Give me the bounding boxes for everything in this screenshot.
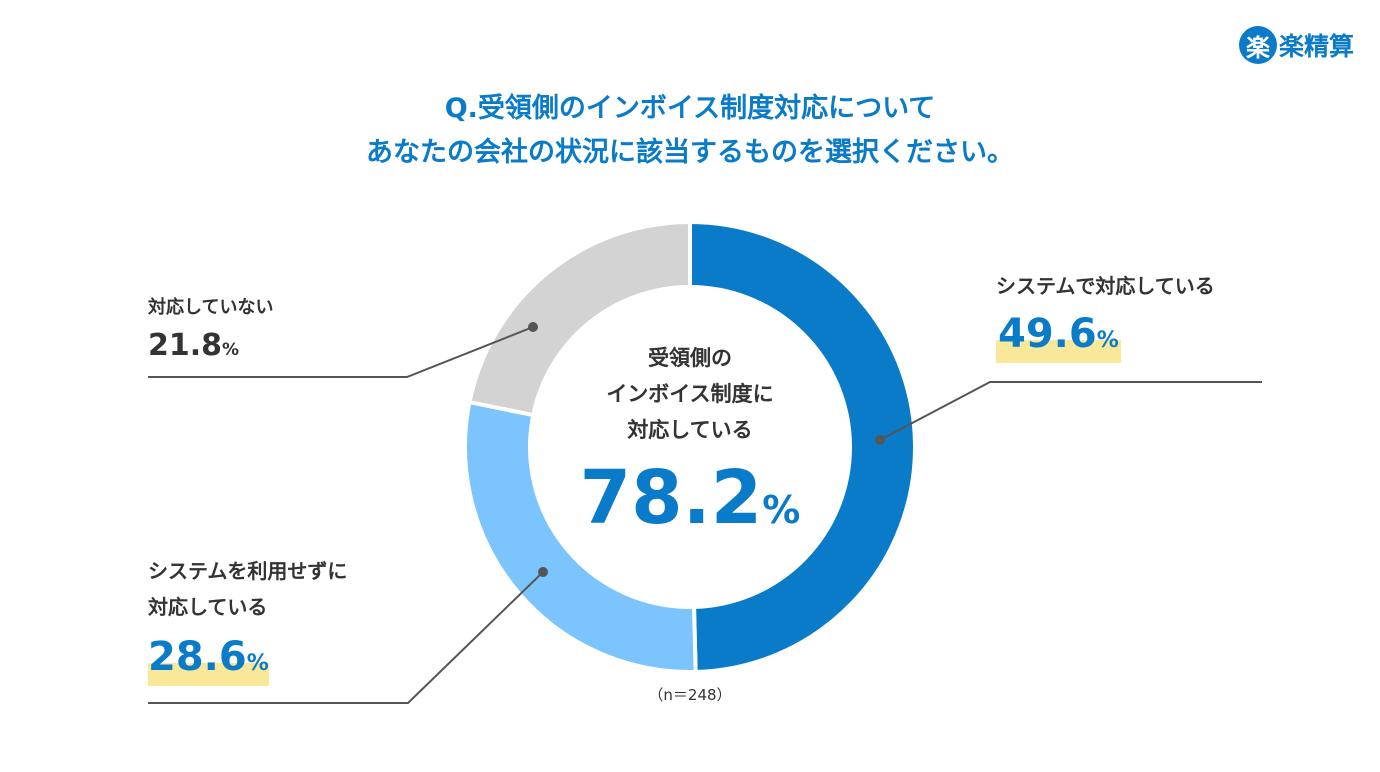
leader-dot-system	[875, 435, 885, 445]
center-label-line: 対応している	[627, 418, 753, 442]
slice-label-text: 対応している	[148, 595, 268, 619]
slice-label-text: システムで対応している	[996, 274, 1215, 298]
center-label: 受領側の インボイス制度に 対応している	[540, 340, 840, 448]
center-value-number: 78.2	[579, 455, 763, 541]
center-value-unit: %	[762, 488, 801, 532]
slice-label-system: システムで対応している 49.6%	[996, 268, 1215, 363]
slice-value: 28.6%	[148, 635, 269, 686]
leader-line-system	[879, 381, 1262, 441]
leader-line-none	[148, 326, 534, 378]
center-label-line: インボイス制度に	[606, 382, 774, 406]
slice-value-number: 28.6	[148, 634, 247, 680]
sample-size: （n＝248）	[648, 686, 732, 704]
slice-value: 49.6%	[996, 312, 1121, 363]
leader-lines	[148, 326, 1262, 704]
center-label-line: 受領側の	[648, 346, 732, 370]
slice-value-unit: %	[222, 340, 240, 360]
chart-title-line2: あなたの会社の状況に該当するものを選択ください。	[366, 137, 1014, 168]
slice-value-number: 21.8	[148, 328, 223, 363]
logo-text: 楽精算	[1278, 32, 1354, 61]
slice-label-none: 対応していない 21.8%	[148, 290, 273, 370]
slice-label-text: 対応していない	[148, 297, 274, 318]
logo-mark: 楽	[1238, 26, 1277, 64]
chart-title-line1: Q.受領側のインボイス制度対応について	[444, 93, 936, 124]
slice-value-unit: %	[1096, 328, 1119, 353]
donut-slice-2	[467, 219, 692, 418]
slice-label-manual: システムを利用せずに 対応している 28.6%	[148, 553, 347, 686]
leader-dot-manual	[538, 567, 548, 577]
slice-value: 21.8%	[148, 326, 239, 370]
donut-slice-1	[463, 399, 698, 674]
leader-dot-none	[528, 322, 538, 332]
slice-value-unit: %	[246, 651, 269, 676]
brand-logo: 楽 楽精算	[1238, 26, 1354, 64]
donut-slice-0	[688, 219, 917, 674]
slice-value-number: 49.6	[998, 311, 1097, 357]
center-value: 78.2%	[540, 455, 840, 541]
leader-line-manual	[148, 571, 544, 704]
slice-label-text: システムを利用せずに	[148, 559, 348, 583]
